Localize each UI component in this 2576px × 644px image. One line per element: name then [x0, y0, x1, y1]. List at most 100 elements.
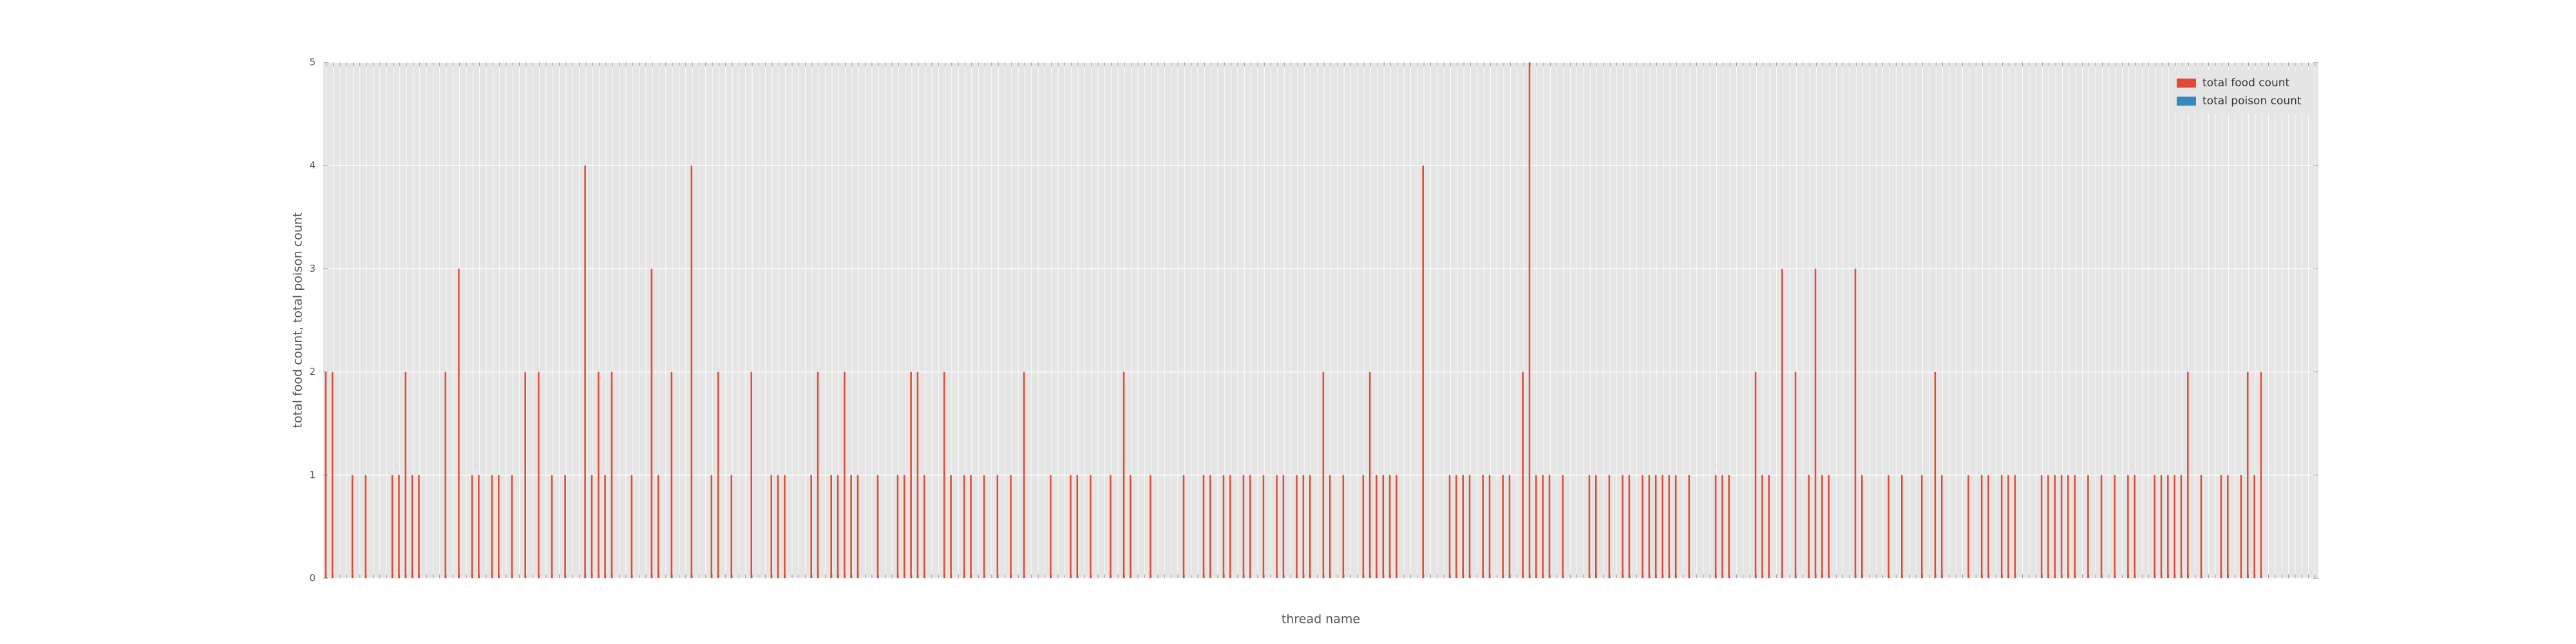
bar — [2160, 475, 2163, 578]
bar — [1110, 475, 1112, 578]
bar — [1130, 475, 1132, 578]
bar — [1362, 475, 1365, 578]
bar — [2060, 475, 2063, 578]
bar — [471, 475, 473, 578]
plot-area — [323, 62, 2318, 578]
legend-label: total poison count — [2202, 95, 2302, 108]
bar — [1901, 475, 1903, 578]
bar — [591, 475, 593, 578]
bar — [717, 372, 719, 578]
bar — [1628, 475, 1631, 578]
bar — [551, 475, 553, 578]
bar — [1309, 475, 1311, 578]
bar — [1861, 475, 1863, 578]
bar — [1276, 475, 1278, 578]
bar — [1754, 372, 1757, 578]
bar — [1502, 475, 1504, 578]
bar — [963, 475, 965, 578]
bar — [710, 475, 713, 578]
legend-box — [2170, 70, 2312, 114]
bar — [1535, 475, 1537, 578]
bar — [1448, 475, 1451, 578]
y-tick-label: 5 — [309, 57, 316, 68]
bar — [1808, 475, 1810, 578]
bar — [1329, 475, 1331, 578]
bar — [2000, 475, 2003, 578]
bar — [564, 475, 566, 578]
legend-swatch — [2177, 97, 2196, 106]
bar — [857, 475, 859, 578]
bar — [1296, 475, 1298, 578]
bar — [630, 475, 633, 578]
bar — [1202, 475, 1205, 578]
bar — [391, 475, 393, 578]
bar — [1967, 475, 1969, 578]
bar — [2087, 475, 2089, 578]
bar — [1608, 475, 1611, 578]
bar — [657, 475, 659, 578]
bar — [2054, 475, 2056, 578]
x-axis-label: thread name — [1282, 612, 1360, 627]
y-tick-label: 2 — [309, 366, 316, 377]
bar — [810, 475, 813, 578]
bar — [1821, 475, 1823, 578]
bar — [351, 475, 354, 578]
bar — [1588, 475, 1591, 578]
bar — [1122, 372, 1125, 578]
bar — [1794, 372, 1797, 578]
bar — [1654, 475, 1657, 578]
marks — [325, 62, 2262, 578]
bar — [2114, 475, 2116, 578]
bar — [1528, 62, 1531, 578]
bar — [1920, 475, 1923, 578]
bar — [1721, 475, 1723, 578]
bar — [1342, 475, 1345, 578]
bar — [916, 372, 919, 578]
bar — [1934, 372, 1937, 578]
bar — [1050, 475, 1052, 578]
bar — [1090, 475, 1092, 578]
bar — [597, 372, 600, 578]
bar — [1562, 475, 1564, 578]
bar — [650, 269, 653, 578]
bar — [904, 475, 905, 578]
bar — [538, 372, 540, 578]
bar — [950, 475, 952, 578]
bar — [844, 372, 846, 578]
bar — [2187, 372, 2189, 578]
bar — [1488, 475, 1491, 578]
bar — [1482, 475, 1484, 578]
bar — [1542, 475, 1544, 578]
bar — [1382, 475, 1385, 578]
bar — [2127, 475, 2129, 578]
bar — [1761, 475, 1763, 578]
bar — [584, 166, 586, 578]
bar — [1668, 475, 1671, 578]
bar — [398, 475, 400, 578]
bar — [983, 475, 985, 578]
bar — [2246, 372, 2249, 578]
bar — [491, 475, 493, 578]
y-tick-label: 3 — [309, 263, 316, 274]
bar — [1209, 475, 1211, 578]
bar — [1595, 475, 1597, 578]
bar — [2040, 475, 2043, 578]
bar — [784, 475, 786, 578]
bar — [690, 166, 693, 578]
bar — [524, 372, 526, 578]
bar — [1940, 475, 1943, 578]
bar — [1888, 475, 1889, 578]
bar — [970, 475, 972, 578]
bar — [1388, 475, 1391, 578]
bar — [2253, 475, 2255, 578]
bar — [1455, 475, 1457, 578]
bar — [830, 475, 832, 578]
bar — [1302, 475, 1305, 578]
bar — [817, 372, 819, 578]
bar — [730, 475, 733, 578]
bar — [2220, 475, 2222, 578]
bar — [1854, 269, 1857, 578]
bar — [1828, 475, 1830, 578]
bar — [1508, 475, 1511, 578]
bar — [1242, 475, 1245, 578]
